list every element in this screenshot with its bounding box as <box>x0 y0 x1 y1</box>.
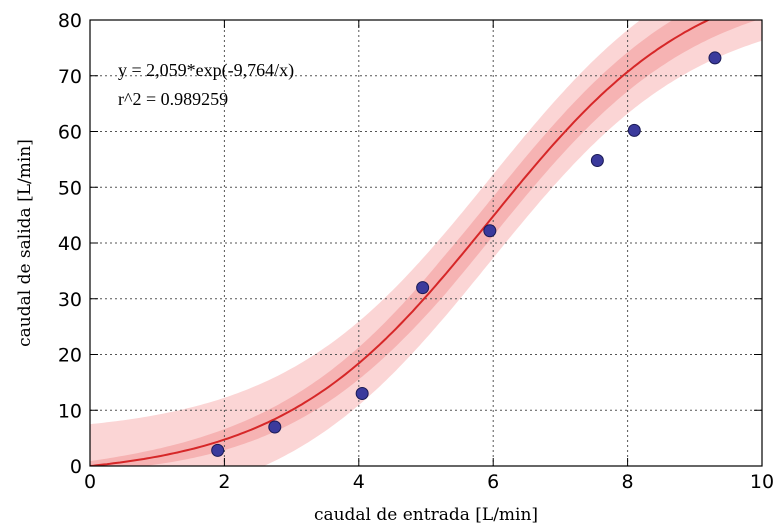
y-tick-label: 10 <box>58 400 82 422</box>
prediction-band <box>90 20 762 466</box>
data-point <box>627 123 641 137</box>
data-points <box>211 51 722 457</box>
fit-curve <box>90 20 711 466</box>
data-point <box>355 387 369 401</box>
equation-annotation: y = 2,059*exp(-9,764/x) <box>118 60 294 81</box>
x-tick-label: 2 <box>218 471 230 493</box>
data-point <box>590 153 604 167</box>
data-point <box>416 281 430 295</box>
y-axis-label: caudal de salida [L/min] <box>15 139 35 347</box>
x-axis-label: caudal de entrada [L/min] <box>314 505 538 525</box>
x-tick-label: 4 <box>353 471 365 493</box>
y-tick-label: 0 <box>70 456 82 478</box>
r-squared-annotation: r^2 = 0.989259 <box>118 89 228 109</box>
x-tick-label: 6 <box>487 471 499 493</box>
data-point <box>708 51 722 65</box>
data-point <box>483 224 497 238</box>
y-tick-label: 50 <box>58 177 82 199</box>
y-tick-label: 80 <box>58 10 82 32</box>
y-tick-label: 40 <box>58 233 82 255</box>
y-tick-label: 20 <box>58 345 82 367</box>
tick-labels: 0 2 4 6 8 10 0 10 20 30 40 50 60 70 80 <box>58 10 774 493</box>
ticks <box>89 19 763 467</box>
x-tick-label: 10 <box>750 471 774 493</box>
data-point <box>211 443 225 457</box>
bands <box>90 20 762 466</box>
y-tick-label: 60 <box>58 122 82 144</box>
data-point <box>268 420 282 434</box>
x-tick-label: 8 <box>622 471 634 493</box>
x-tick-label: 0 <box>84 471 96 493</box>
y-tick-label: 70 <box>58 66 82 88</box>
y-tick-label: 30 <box>58 289 82 311</box>
